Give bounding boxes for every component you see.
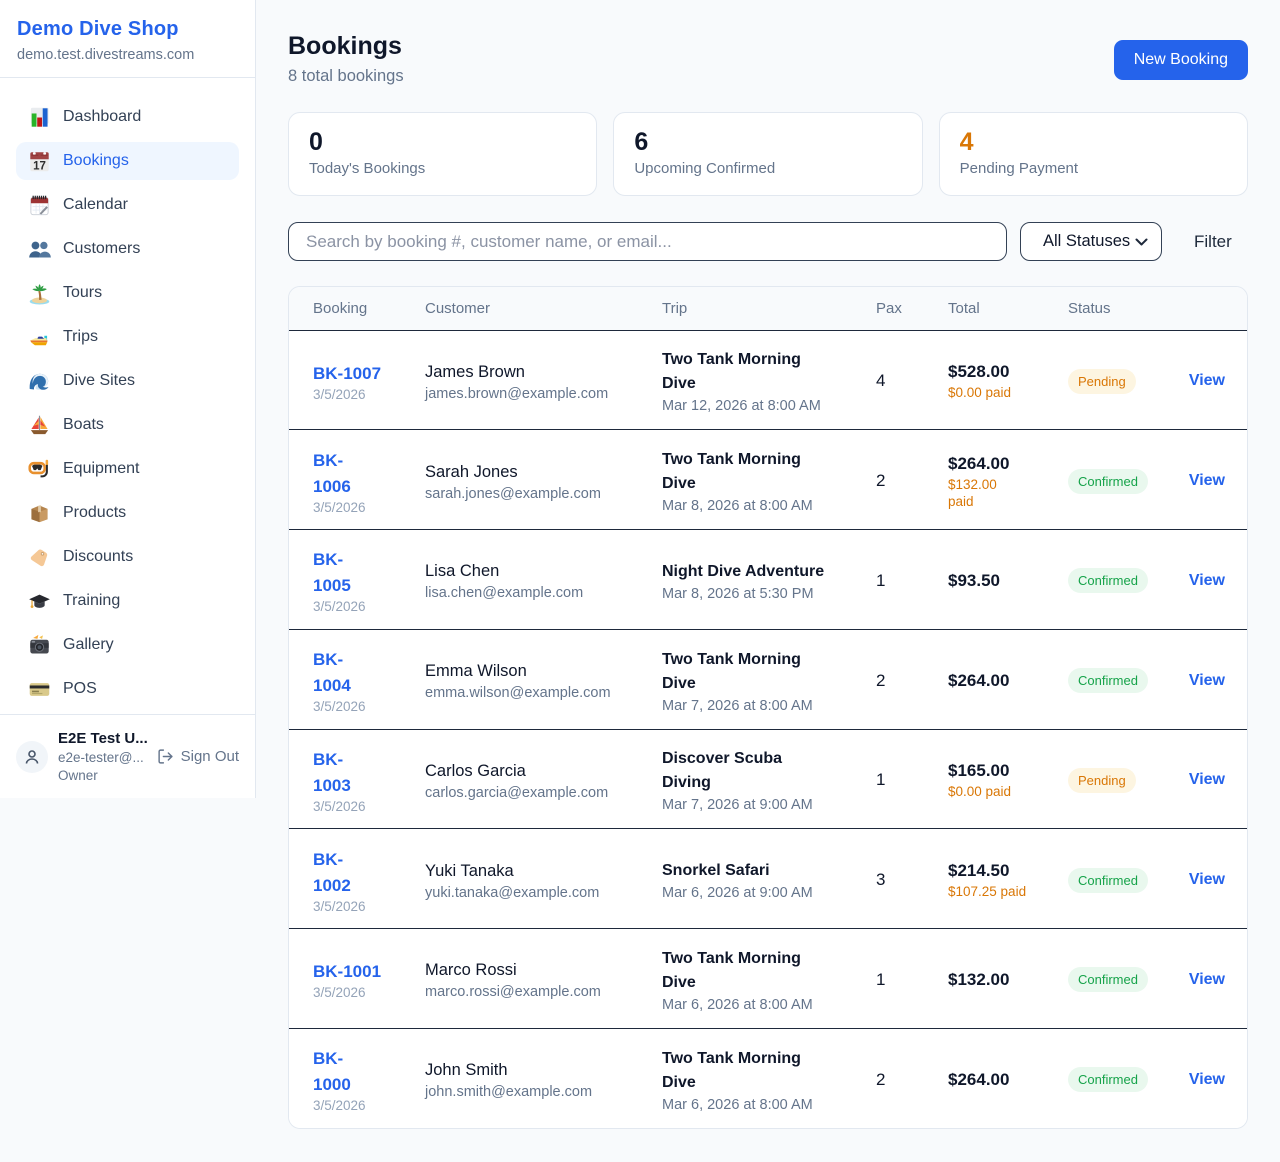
svg-text:17: 17 [33,160,46,172]
